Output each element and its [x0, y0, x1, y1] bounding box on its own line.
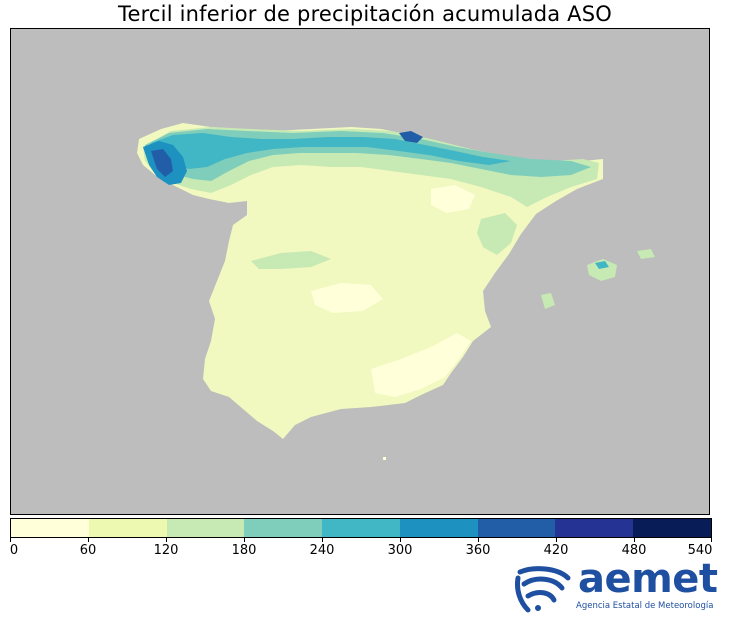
colorbar-tick-label: 180	[231, 543, 257, 558]
colorbar-tick-label: 300	[387, 543, 413, 558]
colorbar-tick	[556, 538, 557, 542]
colorbar-tick	[166, 538, 167, 542]
colorbar-segment	[11, 519, 89, 537]
colorbar-tick	[711, 538, 712, 542]
precipitation-map	[137, 123, 655, 460]
southeast-driest	[371, 333, 471, 397]
iberian-range-patch	[477, 213, 517, 255]
colorbar-segment	[166, 519, 245, 537]
interior-driest-2	[431, 185, 475, 213]
colorbar-tick-label: 360	[465, 543, 491, 558]
colorbar-tick-label: 480	[621, 543, 647, 558]
ibiza	[541, 293, 555, 309]
colorbar-tick-label: 240	[309, 543, 335, 558]
mallorca-wet	[595, 261, 609, 269]
aemet-wordmark: aemet	[578, 556, 718, 602]
colorbar-ticks: 0 60 120 180 240 300 360 420 480 540	[10, 538, 712, 560]
aemet-subtitle: Agencia Estatal de Meteorología	[576, 601, 714, 611]
colorbar-segment	[244, 519, 323, 537]
islet	[383, 457, 386, 460]
central-system-patch	[251, 251, 331, 269]
colorbar-tick-label: 120	[153, 543, 179, 558]
colorbar-segment	[399, 519, 478, 537]
map-area	[10, 28, 710, 515]
interior-driest-1	[311, 283, 383, 313]
colorbar-segment	[555, 519, 634, 537]
colorbar-tick-label: 540	[687, 543, 713, 558]
aemet-swirl-icon	[515, 566, 571, 613]
colorbar-segment	[88, 519, 167, 537]
aemet-logo: aemet Agencia Estatal de Meteorología	[514, 556, 718, 622]
colorbar-tick	[322, 538, 323, 542]
cantabria-peak	[399, 131, 423, 143]
menorca	[637, 249, 655, 259]
iberia-land	[137, 123, 603, 439]
colorbar-segment	[322, 519, 400, 537]
colorbar-tick-label: 420	[543, 543, 569, 558]
colorbar-tick	[244, 538, 245, 542]
galicia-core	[151, 149, 173, 177]
colorbar-tick	[88, 538, 89, 542]
colorbar	[10, 518, 712, 538]
colorbar-tick	[400, 538, 401, 542]
mallorca	[587, 259, 617, 281]
colorbar-tick-label: 60	[79, 543, 97, 558]
colorbar-tick	[10, 538, 11, 542]
colorbar-tick-label: 0	[9, 543, 19, 558]
colorbar-segment	[477, 519, 556, 537]
colorbar-segment	[633, 519, 712, 537]
colorbar-tick	[634, 538, 635, 542]
colorbar-tick	[478, 538, 479, 542]
north-coast-wetter	[151, 133, 511, 169]
map-title: Tercil inferior de precipitación acumula…	[117, 2, 613, 26]
